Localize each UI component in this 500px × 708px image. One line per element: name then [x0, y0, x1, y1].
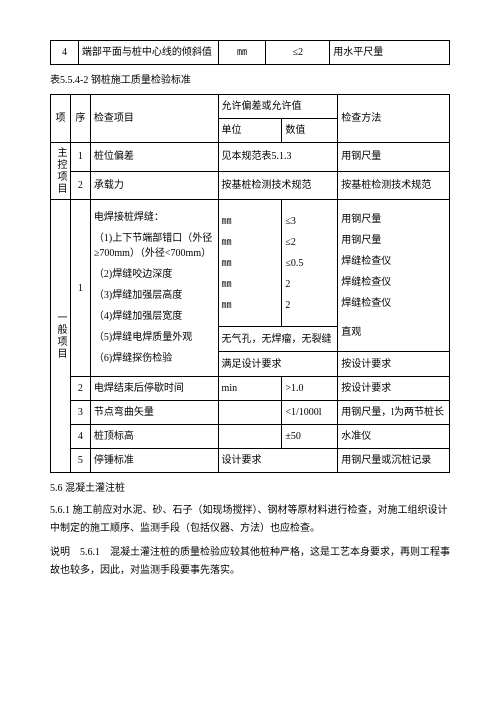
wv2: ≤2 [285, 235, 334, 250]
t1-method: 用水平尺量 [330, 41, 450, 65]
wm4: 焊缝检查仪 [341, 275, 446, 290]
t2-h2: 序 [70, 95, 90, 143]
table-row: 2 承载力 按基桩检测技术规范 按基桩检测技术规范 [51, 171, 450, 200]
t2-m2-seq: 2 [70, 171, 90, 200]
t2-h3: 检查项目 [90, 95, 218, 143]
table-row: 4 端部平面与桩中心线的倾斜值 ㎜ ≤2 用水平尺量 [51, 41, 450, 65]
t2-m1-val: 见本规范表5.1.3 [218, 143, 338, 172]
weld-title: 电焊接桩焊缝： [94, 210, 215, 225]
g5-item: 停锤标准 [90, 449, 218, 473]
t2-htol-unit: 单位 [218, 119, 282, 143]
wv4: 2 [285, 277, 334, 292]
g2-method: 按设计要求 [338, 377, 450, 401]
t2-m2-item: 承载力 [90, 171, 218, 200]
t2-weld-ext: 无气孔，无焊瘤，无裂缝 [218, 327, 338, 352]
t1-allow: ≤2 [266, 41, 330, 65]
t2-weld-method: 用钢尺量 用钢尺量 焊缝检查仪 焊缝检查仪 焊缝检查仪 直观 [338, 200, 450, 352]
g4-seq: 4 [70, 425, 90, 449]
table-row: 3 节点弯曲矢量 <1/1000l 用钢尺量，l为两节桩长 [51, 401, 450, 425]
g2-unit: min [218, 377, 282, 401]
weld-item-6: （6)焊缝探伤检验 [94, 351, 215, 366]
wv1: ≤3 [285, 214, 334, 229]
t2-m1-item: 桩位偏差 [90, 143, 218, 172]
g4-method: 水准仪 [338, 425, 450, 449]
t1-item: 端部平面与桩中心线的倾斜值 [78, 41, 218, 65]
table-1: 4 端部平面与桩中心线的倾斜值 ㎜ ≤2 用水平尺量 [50, 40, 450, 65]
wm1: 用钢尺量 [341, 212, 446, 227]
g2-item: 电焊结束后停歇时间 [90, 377, 218, 401]
t2-weld-seq: 1 [70, 200, 90, 377]
table-row: 一般项目 1 电焊接桩焊缝： （1)上下节端部错口（外径≥700mm）（外径<7… [51, 200, 450, 327]
t2-weld-unit: ㎜ ㎜ ㎜ ㎜ ㎜ [218, 200, 282, 327]
g2-seq: 2 [70, 377, 90, 401]
t2-m1-seq: 1 [70, 143, 90, 172]
weld-item-4: （4)焊缝加强层宽度 [94, 309, 215, 324]
para-5-6-1-note: 说明 5.6.1 混凝土灌注桩的质量检验应较其他桩种严格，这是工艺本身要求，再则… [50, 544, 450, 580]
g3-unit [218, 401, 282, 425]
wm3: 焊缝检查仪 [341, 254, 446, 269]
wv5: 2 [285, 298, 334, 313]
t1-unit: ㎜ [218, 41, 266, 65]
table-2-caption: 表5.5.4-2 钢桩施工质量检验标准 [50, 73, 450, 88]
para-5-6-1: 5.6.1 施工前应对水泥、砂、石子（如现场搅拌）、钢材等原材料进行检查，对施工… [50, 502, 450, 538]
table-2: 项 序 检查项目 允许偏差或允许值 检查方法 单位 数值 主控项目 1 桩位偏差… [50, 94, 450, 473]
t2-m2-method: 按基桩检测技术规范 [338, 171, 450, 200]
wu5: ㎜ [222, 298, 279, 313]
t2-m1-method: 用钢尺量 [338, 143, 450, 172]
section-5-6: 5.6 混凝土灌注桩 [50, 481, 450, 496]
g5-unit: 设计要求 [218, 449, 338, 473]
t2-weld-val: ≤3 ≤2 ≤0.5 2 2 [282, 200, 338, 327]
wm5: 焊缝检查仪 [341, 296, 446, 311]
wm-ext: 直观 [341, 325, 446, 340]
table-row: 2 电焊结束后停歇时间 min >1.0 按设计要求 [51, 377, 450, 401]
t2-h1: 项 [51, 95, 71, 143]
t2-htol: 允许偏差或允许值 [218, 95, 338, 119]
t2-weld-items: 电焊接桩焊缝： （1)上下节端部错口（外径≥700mm）（外径<700mm） （… [90, 200, 218, 377]
t2-h5: 检查方法 [338, 95, 450, 143]
wu4: ㎜ [222, 277, 279, 292]
wu1: ㎜ [222, 214, 279, 229]
weld-item-5: （5)焊缝电焊质量外观 [94, 330, 215, 345]
wu2: ㎜ [222, 235, 279, 250]
g5-method: 用钢尺量或沉桩记录 [338, 449, 450, 473]
weld-item-3: （3)焊缝加强层高度 [94, 288, 215, 303]
t2-weld-last-method: 按设计要求 [338, 352, 450, 377]
g4-item: 桩顶标高 [90, 425, 218, 449]
g3-val: <1/1000l [282, 401, 338, 425]
g3-method: 用钢尺量，l为两节桩长 [338, 401, 450, 425]
t2-gen-group: 一般项目 [51, 200, 71, 473]
g3-seq: 3 [70, 401, 90, 425]
weld-item-1: （1)上下节端部错口（外径≥700mm）（外径<700mm） [94, 231, 215, 261]
table-row: 4 桩顶标高 ±50 水准仪 [51, 425, 450, 449]
g5-seq: 5 [70, 449, 90, 473]
t2-weld-last-unit: 满足设计要求 [218, 352, 338, 377]
g3-item: 节点弯曲矢量 [90, 401, 218, 425]
wu3: ㎜ [222, 256, 279, 271]
g4-val: ±50 [282, 425, 338, 449]
t2-main-group: 主控项目 [51, 143, 71, 200]
g2-val: >1.0 [282, 377, 338, 401]
t1-num: 4 [51, 41, 79, 65]
t2-head-row1: 项 序 检查项目 允许偏差或允许值 检查方法 [51, 95, 450, 119]
wm2: 用钢尺量 [341, 233, 446, 248]
table-row: 5 停锤标准 设计要求 用钢尺量或沉桩记录 [51, 449, 450, 473]
t2-m2-val: 按基桩检测技术规范 [218, 171, 338, 200]
wv3: ≤0.5 [285, 256, 334, 271]
g4-unit [218, 425, 282, 449]
table-row: 主控项目 1 桩位偏差 见本规范表5.1.3 用钢尺量 [51, 143, 450, 172]
t2-htol-val: 数值 [282, 119, 338, 143]
weld-item-2: （2)焊缝咬边深度 [94, 267, 215, 282]
